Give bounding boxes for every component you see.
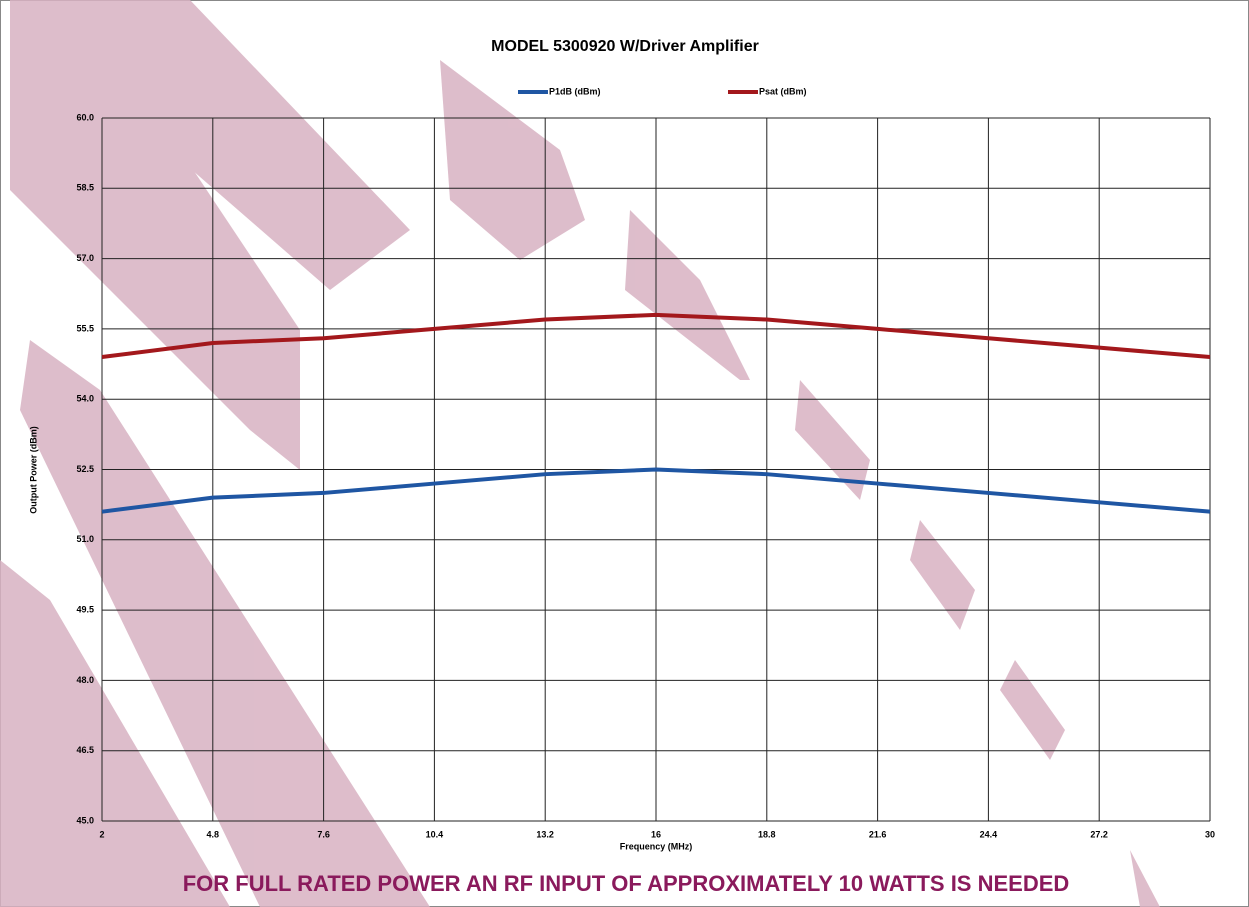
x-tick-label: 13.2 [536, 829, 554, 839]
y-tick-label: 57.0 [76, 253, 94, 263]
x-tick-label: 24.4 [980, 829, 998, 839]
y-tick-label: 54.0 [76, 394, 94, 404]
chart: MODEL 5300920 W/Driver Amplifier Frequen… [0, 0, 1249, 907]
x-tick-label: 2 [99, 829, 104, 839]
y-tick-label: 48.0 [76, 675, 94, 685]
y-tick-label: 51.0 [76, 534, 94, 544]
y-tick-label: 55.5 [76, 323, 94, 333]
y-tick-label: 58.5 [76, 183, 94, 193]
y-tick-label: 49.5 [76, 604, 94, 614]
x-axis-label: Frequency (MHz) [620, 841, 693, 851]
x-tick-label: 16 [651, 829, 661, 839]
y-axis-label: Output Power (dBm) [28, 426, 38, 514]
page: MODEL 5300920 W/Driver Amplifier Frequen… [0, 0, 1249, 907]
y-tick-label: 46.5 [76, 745, 94, 755]
x-tick-label: 7.6 [317, 829, 330, 839]
x-tick-label: 18.8 [758, 829, 776, 839]
legend-label: P1dB (dBm) [549, 86, 601, 96]
annotation: FOR FULL RATED POWER AN RF INPUT OF APPR… [183, 871, 1070, 896]
x-tick-label: 27.2 [1090, 829, 1108, 839]
y-tick-label: 45.0 [76, 815, 94, 825]
y-tick-label: 60.0 [76, 112, 94, 122]
x-tick-label: 4.8 [207, 829, 220, 839]
x-tick-label: 10.4 [426, 829, 444, 839]
legend-label: Psat (dBm) [759, 86, 807, 96]
x-tick-label: 21.6 [869, 829, 887, 839]
chart-title: MODEL 5300920 W/Driver Amplifier [491, 38, 759, 55]
y-tick-label: 52.5 [76, 464, 94, 474]
x-tick-label: 30 [1205, 829, 1215, 839]
